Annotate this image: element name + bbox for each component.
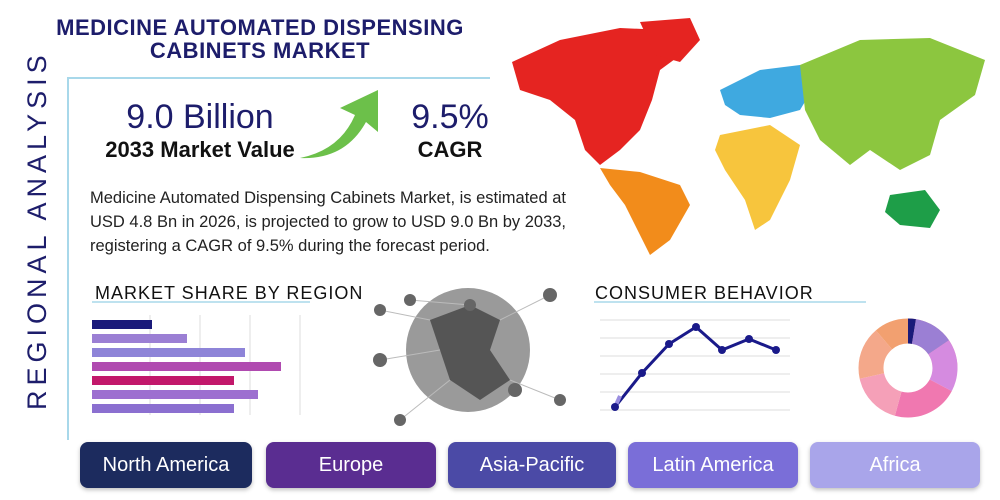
region-button[interactable]: Asia-Pacific <box>448 442 616 488</box>
mini-bar-chart <box>92 315 301 415</box>
side-label: REGIONAL ANALYSIS <box>22 50 52 410</box>
section-heading: MARKET SHARE BY REGION <box>95 283 364 303</box>
frame <box>67 77 490 440</box>
network-globe <box>373 288 566 426</box>
cagr: 9.5% <box>411 98 489 136</box>
market-value: 9.0 Billion <box>126 98 274 136</box>
region-button[interactable]: North America <box>80 442 252 488</box>
region-button[interactable]: Africa <box>810 442 980 488</box>
cagr-label: CAGR <box>417 137 483 162</box>
title: MEDICINE AUTOMATED DISPENSING CABINETS M… <box>56 15 464 63</box>
mini-line-chart <box>600 319 790 411</box>
world-map <box>512 18 985 255</box>
section-heading: CONSUMER BEHAVIOR <box>595 283 814 303</box>
growth-arrow <box>300 90 378 159</box>
market-value-label: 2033 Market Value <box>105 137 295 162</box>
mini-donut <box>858 318 958 418</box>
description: Medicine Automated Dispensing Cabinets M… <box>90 189 567 255</box>
region-button[interactable]: Latin America <box>628 442 798 488</box>
region-button[interactable]: Europe <box>266 442 436 488</box>
